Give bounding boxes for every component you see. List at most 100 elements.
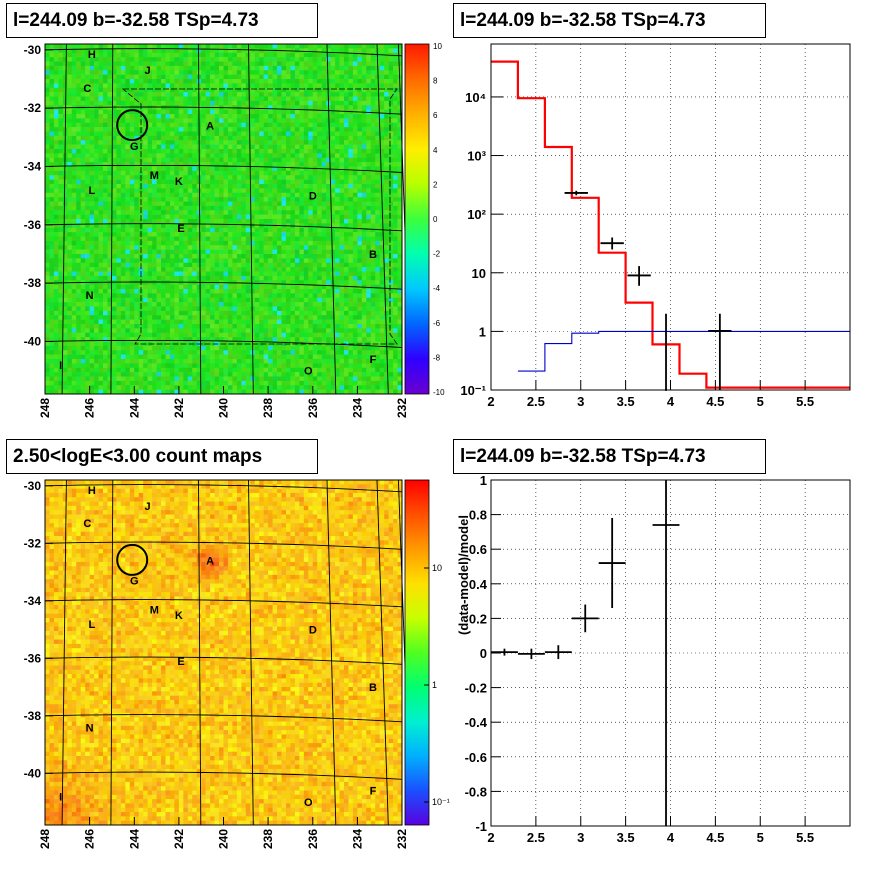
map-pixel bbox=[80, 201, 86, 207]
map-pixel bbox=[76, 293, 81, 299]
map-pixel bbox=[192, 100, 198, 106]
map-pixel bbox=[254, 118, 260, 124]
map-pixel bbox=[98, 210, 104, 215]
map-pixel bbox=[205, 192, 211, 198]
map-pixel bbox=[156, 114, 162, 119]
map-pixel bbox=[98, 262, 104, 268]
map-pixel bbox=[210, 127, 215, 132]
map-pixel bbox=[147, 118, 153, 124]
map-pixel bbox=[187, 293, 193, 299]
map-pixel bbox=[312, 297, 318, 303]
map-pixel bbox=[263, 271, 269, 277]
map-pixel bbox=[303, 302, 309, 307]
map-pixel bbox=[232, 341, 238, 347]
map-pixel bbox=[62, 324, 68, 329]
map-pixel bbox=[138, 83, 144, 89]
map-pixel bbox=[147, 65, 153, 71]
map-pixel bbox=[210, 162, 215, 167]
map-pixel bbox=[169, 79, 175, 84]
map-pixel bbox=[308, 57, 314, 62]
map-pixel bbox=[219, 284, 224, 290]
map-pixel bbox=[161, 363, 166, 369]
map-pixel bbox=[187, 100, 193, 106]
map-pixel bbox=[303, 245, 309, 250]
map-pixel bbox=[299, 140, 305, 145]
map-pixel bbox=[317, 328, 322, 334]
map-pixel bbox=[152, 240, 157, 246]
map-pixel bbox=[227, 249, 233, 255]
map-pixel bbox=[317, 289, 322, 294]
map-pixel bbox=[308, 223, 314, 229]
map-pixel bbox=[210, 197, 215, 202]
map-pixel bbox=[268, 328, 273, 334]
map-pixel bbox=[129, 57, 135, 62]
map-pixel bbox=[285, 380, 291, 386]
map-pixel bbox=[98, 337, 104, 342]
map-pixel bbox=[80, 179, 86, 185]
map-pixel bbox=[103, 245, 108, 250]
map-pixel bbox=[80, 293, 86, 299]
map-pixel bbox=[183, 201, 189, 207]
map-pixel bbox=[250, 310, 256, 316]
map-pixel bbox=[268, 92, 273, 97]
map-pixel bbox=[227, 363, 233, 369]
map-pixel bbox=[49, 380, 55, 386]
map-pixel bbox=[214, 315, 220, 320]
map-pixel bbox=[129, 219, 135, 224]
map-pixel bbox=[294, 153, 300, 159]
map-pixel bbox=[165, 184, 171, 189]
map-pixel bbox=[232, 175, 238, 180]
map-pixel bbox=[290, 188, 296, 194]
map-pixel bbox=[205, 337, 211, 342]
map-pixel bbox=[254, 100, 260, 106]
map-pixel bbox=[312, 328, 318, 334]
map-pixel bbox=[120, 319, 126, 325]
map-pixel bbox=[192, 114, 198, 119]
map-pixel bbox=[317, 236, 322, 242]
map-pixel bbox=[294, 109, 300, 115]
map-pixel bbox=[120, 140, 126, 145]
map-pixel bbox=[165, 380, 171, 386]
map-pixel bbox=[254, 166, 260, 172]
map-pixel bbox=[89, 201, 95, 207]
map-pixel bbox=[219, 205, 224, 211]
map-pixel bbox=[156, 205, 162, 211]
map-pixel bbox=[156, 258, 162, 264]
map-pixel bbox=[161, 144, 166, 150]
map-pixel bbox=[169, 157, 175, 163]
map-pixel bbox=[98, 52, 104, 58]
map-pixel bbox=[227, 52, 233, 58]
map-pixel bbox=[111, 61, 117, 67]
map-pixel bbox=[62, 197, 68, 202]
map-pixel bbox=[165, 302, 171, 307]
map-pixel bbox=[53, 210, 59, 215]
map-pixel bbox=[120, 227, 126, 233]
map-pixel bbox=[299, 61, 305, 67]
map-pixel bbox=[254, 201, 260, 207]
map-pixel bbox=[227, 345, 233, 351]
map-pixel bbox=[116, 284, 122, 290]
map-pixel bbox=[294, 324, 300, 329]
map-pixel bbox=[107, 87, 113, 93]
map-pixel bbox=[201, 127, 206, 132]
map-pixel bbox=[290, 271, 296, 277]
map-pixel bbox=[138, 44, 144, 49]
map-pixel bbox=[174, 236, 180, 242]
map-pixel bbox=[53, 240, 59, 246]
map-pixel bbox=[223, 306, 229, 312]
map-pixel bbox=[312, 118, 318, 124]
map-pixel bbox=[219, 70, 224, 75]
map-pixel bbox=[308, 219, 314, 224]
map-pixel bbox=[196, 275, 202, 281]
map-pixel bbox=[49, 262, 55, 268]
map-pixel bbox=[129, 44, 135, 49]
map-pixel bbox=[272, 83, 278, 89]
map-pixel bbox=[45, 201, 50, 207]
map-pixel bbox=[156, 332, 162, 338]
map-pixel bbox=[107, 135, 113, 141]
map-pixel bbox=[219, 87, 224, 93]
map-pixel bbox=[263, 354, 269, 360]
map-pixel bbox=[85, 74, 90, 80]
map-pixel bbox=[210, 157, 215, 163]
map-pixel bbox=[98, 170, 104, 176]
